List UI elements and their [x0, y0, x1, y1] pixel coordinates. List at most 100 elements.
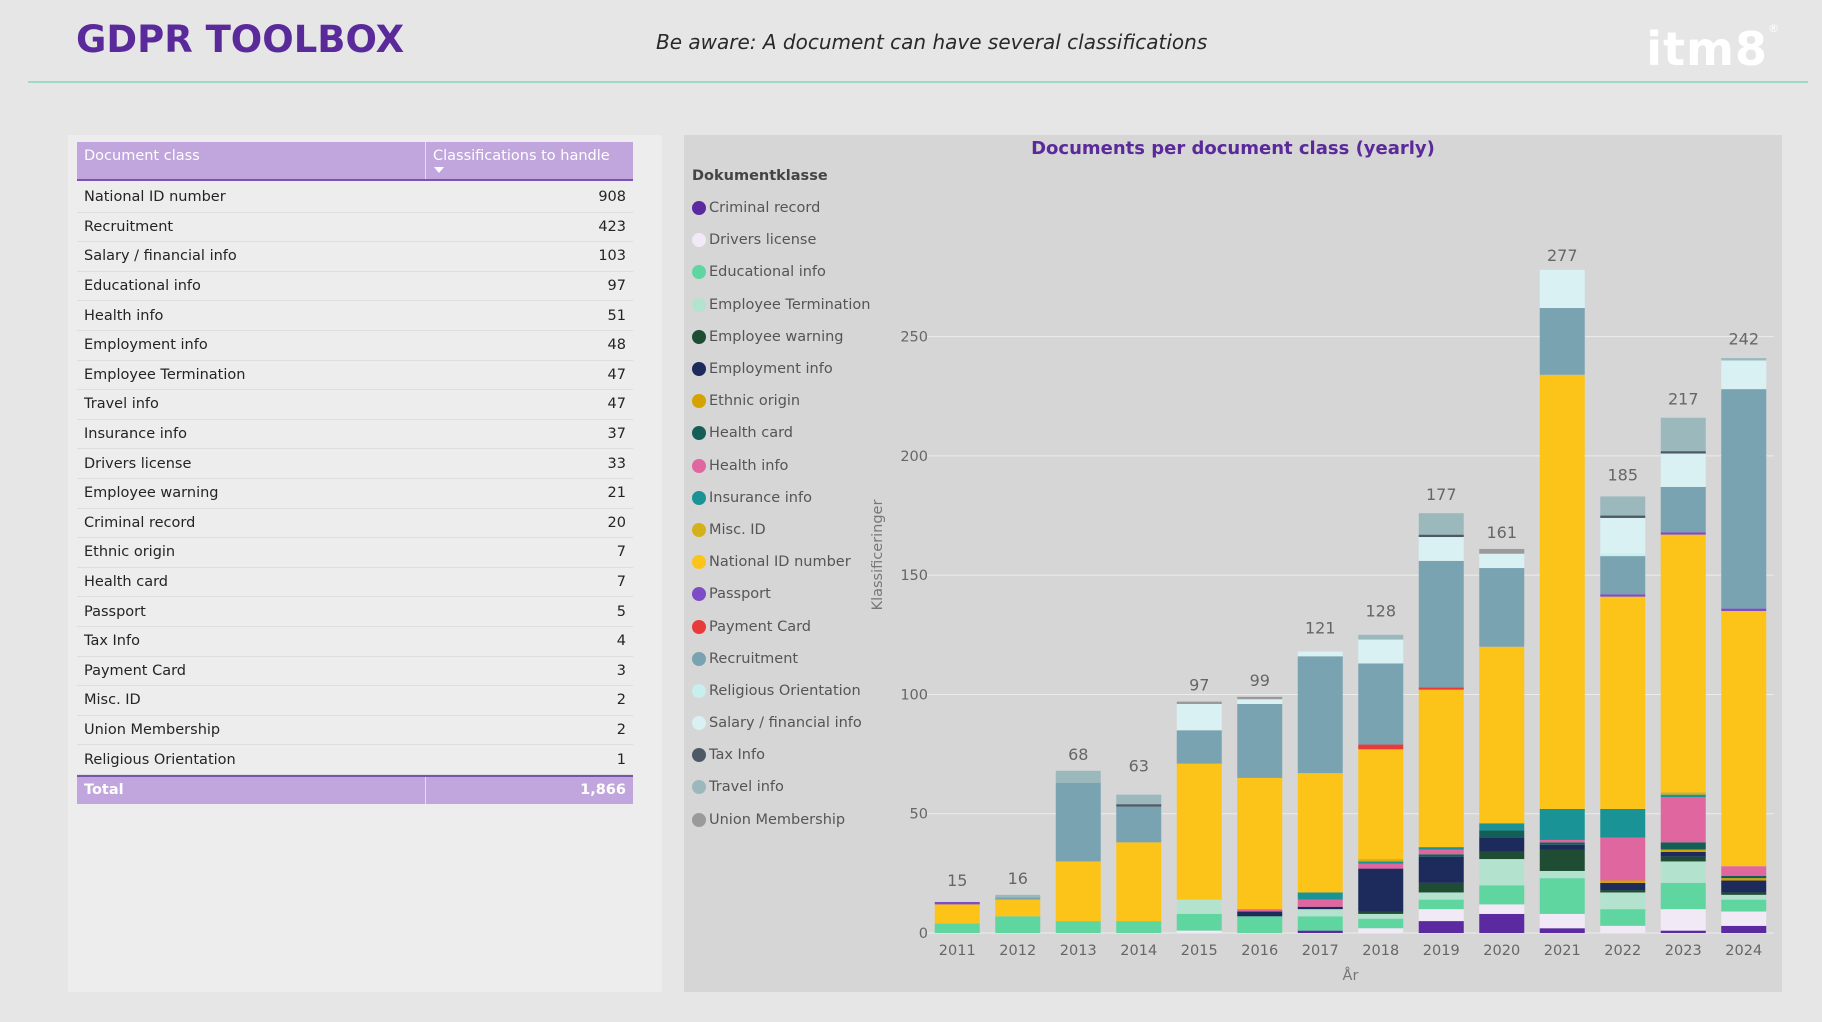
legend-item[interactable]: Health info — [692, 450, 870, 482]
table-row[interactable]: National ID number 908 — [77, 183, 633, 213]
bar-segment[interactable] — [1660, 861, 1706, 883]
bar-segment[interactable] — [1418, 921, 1464, 933]
bar-segment[interactable] — [1176, 730, 1222, 764]
bar-segment[interactable] — [1237, 916, 1283, 933]
bar-segment[interactable] — [1660, 851, 1706, 857]
bar-segment[interactable] — [1479, 568, 1525, 647]
bar-segment[interactable] — [1237, 699, 1283, 704]
bar-segment[interactable] — [1600, 892, 1646, 910]
bar-segment[interactable] — [1660, 794, 1706, 798]
bar-segment[interactable] — [1600, 515, 1646, 518]
bar-segment[interactable] — [1055, 770, 1101, 783]
bar-segment[interactable] — [1660, 451, 1706, 454]
bar-segment[interactable] — [1660, 797, 1706, 843]
bar-segment[interactable] — [995, 916, 1041, 933]
legend-item[interactable]: Employee warning — [692, 321, 870, 353]
bar-segment[interactable] — [1721, 358, 1767, 361]
legend-item[interactable]: Employee Termination — [692, 289, 870, 321]
legend-item[interactable]: Ethnic origin — [692, 385, 870, 417]
table-row[interactable]: Employee warning 21 — [77, 479, 633, 509]
bar-segment[interactable] — [1297, 909, 1343, 917]
bar-segment[interactable] — [1237, 909, 1283, 912]
bar-segment[interactable] — [1539, 842, 1585, 845]
bar-segment[interactable] — [1418, 856, 1464, 883]
column-header-document-class[interactable]: Document class — [84, 148, 200, 164]
bar-segment[interactable] — [1539, 808, 1585, 840]
legend-item[interactable]: Tax Info — [692, 739, 870, 771]
bar-segment[interactable] — [1297, 773, 1343, 893]
bar-segment[interactable] — [1116, 794, 1162, 805]
bar-segment[interactable] — [1116, 921, 1162, 933]
bar-segment[interactable] — [1418, 849, 1464, 855]
bar-segment[interactable] — [1418, 560, 1464, 688]
bar-segment[interactable] — [1660, 849, 1706, 852]
bar-segment[interactable] — [1660, 532, 1706, 535]
bar-segment[interactable] — [1660, 909, 1706, 931]
bar-segment[interactable] — [1600, 496, 1646, 516]
bar-segment[interactable] — [1116, 804, 1162, 807]
bar-segment[interactable] — [1176, 701, 1222, 704]
bar-segment[interactable] — [1297, 930, 1343, 933]
bar-segment[interactable] — [1479, 851, 1525, 860]
bar-segment[interactable] — [1721, 880, 1767, 893]
bar-segment[interactable] — [1055, 861, 1101, 922]
bar-segment[interactable] — [1358, 911, 1404, 914]
bar-segment[interactable] — [1297, 651, 1343, 657]
bar-segment[interactable] — [1660, 486, 1706, 533]
legend-item[interactable]: Payment Card — [692, 610, 870, 642]
bar-segment[interactable] — [1237, 703, 1283, 778]
bar-segment[interactable] — [934, 923, 980, 933]
bar-segment[interactable] — [1660, 930, 1706, 933]
bar-segment[interactable] — [1600, 882, 1646, 891]
legend-item[interactable]: Union Membership — [692, 804, 870, 836]
bar-segment[interactable] — [1297, 899, 1343, 907]
bar-segment[interactable] — [1176, 913, 1222, 931]
bar-segment[interactable] — [1479, 859, 1525, 886]
bar-segment[interactable] — [934, 901, 980, 905]
bar-segment[interactable] — [1660, 842, 1706, 850]
bar-segment[interactable] — [1479, 904, 1525, 914]
bar-segment[interactable] — [1358, 861, 1404, 864]
table-row[interactable]: Insurance info 37 — [77, 420, 633, 450]
table-row[interactable]: Criminal record 20 — [77, 509, 633, 539]
bar-segment[interactable] — [934, 904, 980, 924]
table-row[interactable]: Passport 5 — [77, 597, 633, 627]
bar-segment[interactable] — [1539, 269, 1585, 309]
bar-segment[interactable] — [1418, 513, 1464, 535]
bar-segment[interactable] — [1479, 837, 1525, 852]
bar-segment[interactable] — [1358, 634, 1404, 640]
bar-segment[interactable] — [1116, 806, 1162, 843]
bar-segment[interactable] — [1418, 854, 1464, 857]
bar-segment[interactable] — [1721, 389, 1767, 609]
bar-segment[interactable] — [1539, 849, 1585, 871]
bar-segment[interactable] — [1721, 866, 1767, 876]
bar-segment[interactable] — [1539, 913, 1585, 929]
bar-segment[interactable] — [1479, 830, 1525, 838]
bar-segment[interactable] — [1600, 517, 1646, 554]
bar-segment[interactable] — [1297, 916, 1343, 931]
bar-segment[interactable] — [1418, 899, 1464, 910]
table-row[interactable]: Tax Info 4 — [77, 627, 633, 657]
bar-segment[interactable] — [995, 899, 1041, 917]
bar-segment[interactable] — [1176, 899, 1222, 914]
legend-item[interactable]: Misc. ID — [692, 514, 870, 546]
bar-segment[interactable] — [1358, 639, 1404, 664]
bar-segment[interactable] — [1237, 911, 1283, 917]
bar-segment[interactable] — [1479, 553, 1525, 569]
sort-descending-icon[interactable] — [434, 167, 444, 173]
bar-segment[interactable] — [1297, 656, 1343, 774]
bar-segment[interactable] — [1418, 847, 1464, 850]
bar-segment[interactable] — [1479, 885, 1525, 905]
table-row[interactable]: Health card 7 — [77, 568, 633, 598]
bar-segment[interactable] — [1539, 870, 1585, 879]
bar-segment[interactable] — [1479, 646, 1525, 824]
bar-segment[interactable] — [1660, 882, 1706, 910]
bar-segment[interactable] — [1237, 777, 1283, 910]
bar-segment[interactable] — [1539, 308, 1585, 375]
bar-segment[interactable] — [1358, 749, 1404, 860]
table-row[interactable]: Drivers license 33 — [77, 449, 633, 479]
bar-segment[interactable] — [1600, 556, 1646, 595]
bar-segment[interactable] — [1297, 892, 1343, 900]
bar-segment[interactable] — [1721, 878, 1767, 881]
bar-segment[interactable] — [1358, 868, 1404, 912]
